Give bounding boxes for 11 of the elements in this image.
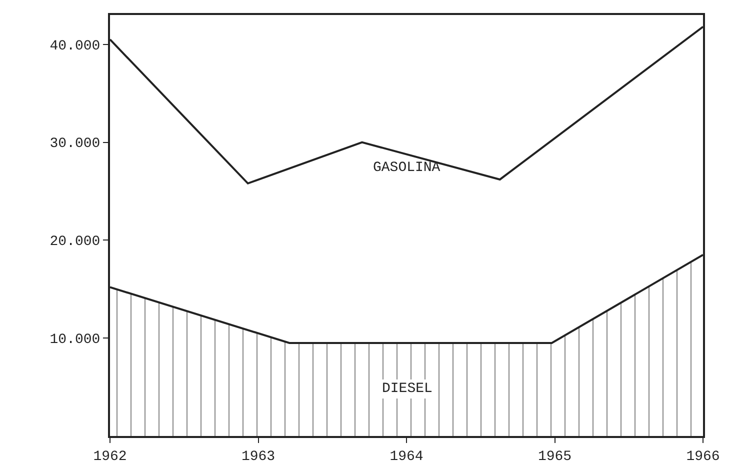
- y-tick-label: 20.000: [50, 234, 100, 250]
- x-tick-label: 1965: [538, 448, 572, 465]
- series-label: DIESEL: [382, 381, 432, 397]
- x-tick-label: 1964: [390, 448, 424, 465]
- y-tick-label: 40.000: [50, 38, 100, 54]
- series-label: GASOLINA: [373, 160, 441, 176]
- x-tick-label: 1963: [241, 448, 276, 465]
- y-tick-label: 30.000: [50, 136, 100, 152]
- y-tick-label: 10.000: [50, 332, 100, 348]
- x-tick-label: 1962: [93, 448, 127, 465]
- x-tick-label: 1966: [686, 448, 720, 465]
